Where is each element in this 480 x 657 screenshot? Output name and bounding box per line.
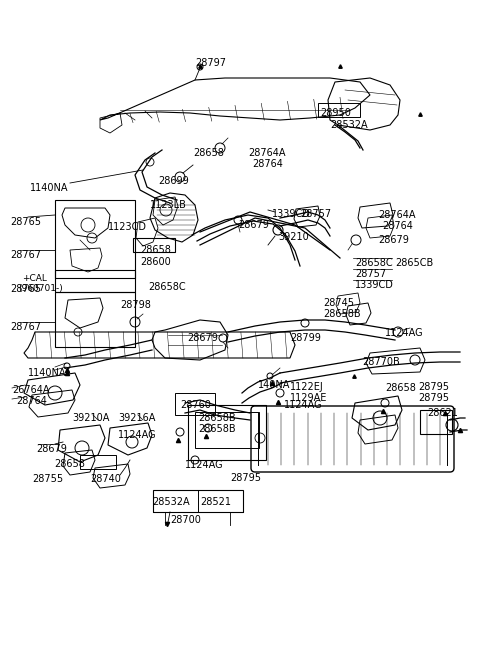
- Text: 1123CD: 1123CD: [108, 222, 147, 232]
- Text: 28767: 28767: [10, 322, 41, 332]
- Text: 28699: 28699: [158, 176, 189, 186]
- Text: 1124AG: 1124AG: [118, 430, 156, 440]
- Text: 28679: 28679: [378, 235, 409, 245]
- Text: 28795: 28795: [418, 393, 449, 403]
- Text: 28700: 28700: [170, 515, 201, 525]
- Text: 28658: 28658: [385, 383, 416, 393]
- Text: 1339CD: 1339CD: [355, 280, 394, 290]
- Text: 28658: 28658: [193, 148, 224, 158]
- Text: 1124AG: 1124AG: [385, 328, 424, 338]
- Text: 26764A: 26764A: [12, 385, 49, 395]
- Text: 28600: 28600: [140, 257, 171, 267]
- Text: 28658: 28658: [54, 459, 85, 469]
- Text: 28745: 28745: [323, 298, 354, 308]
- Text: 28798: 28798: [120, 300, 151, 310]
- Text: 28679: 28679: [187, 333, 218, 343]
- Text: 28658B: 28658B: [198, 424, 236, 434]
- Text: 28679: 28679: [238, 220, 269, 230]
- Text: 39216A: 39216A: [118, 413, 156, 423]
- Text: (960701-): (960701-): [18, 284, 63, 293]
- Text: 28950: 28950: [320, 108, 351, 118]
- Text: 28760: 28760: [180, 400, 211, 410]
- Text: 28532A: 28532A: [152, 497, 190, 507]
- Text: 28764: 28764: [16, 396, 47, 406]
- Text: 28799: 28799: [290, 333, 321, 343]
- Text: 28658B: 28658B: [323, 309, 360, 319]
- Text: 39210A: 39210A: [72, 413, 109, 423]
- Bar: [153, 490, 243, 512]
- Text: 28764: 28764: [252, 159, 283, 169]
- Text: 1124AG: 1124AG: [185, 460, 224, 470]
- Text: 1129AE: 1129AE: [290, 393, 327, 403]
- Text: 1124AG: 1124AG: [284, 400, 323, 410]
- Bar: [80, 455, 116, 469]
- Text: 28764A: 28764A: [378, 210, 416, 220]
- Text: 28658C: 28658C: [148, 282, 186, 292]
- Text: 28765: 28765: [10, 217, 41, 227]
- Text: 28767: 28767: [10, 250, 41, 260]
- Text: 28797: 28797: [195, 58, 226, 68]
- Text: 28765: 28765: [10, 284, 41, 294]
- Text: 28755: 28755: [32, 474, 63, 484]
- Bar: [55, 270, 135, 292]
- Text: 140NA: 140NA: [258, 380, 290, 390]
- Bar: [175, 393, 215, 415]
- Text: 1140NA: 1140NA: [28, 368, 67, 378]
- Text: 39210: 39210: [278, 232, 309, 242]
- Text: 28740: 28740: [90, 474, 121, 484]
- Text: 28658B: 28658B: [198, 413, 236, 423]
- Text: +CAL: +CAL: [22, 274, 47, 283]
- Text: 1140NA: 1140NA: [30, 183, 69, 193]
- Bar: [195, 412, 259, 448]
- Text: 2865CB: 2865CB: [395, 258, 433, 268]
- Text: 28658: 28658: [140, 245, 171, 255]
- Text: 28757: 28757: [355, 269, 386, 279]
- Text: 28621: 28621: [427, 408, 458, 418]
- Text: 28795: 28795: [230, 473, 261, 483]
- Bar: [133, 238, 175, 252]
- Text: 1339CD: 1339CD: [272, 209, 311, 219]
- Text: 28521: 28521: [200, 497, 231, 507]
- Text: 28795: 28795: [418, 382, 449, 392]
- Bar: [188, 405, 266, 460]
- Text: 28764: 28764: [382, 221, 413, 231]
- Text: 28770B: 28770B: [362, 357, 400, 367]
- Bar: [55, 292, 135, 347]
- Bar: [55, 200, 135, 278]
- Text: 28757: 28757: [300, 209, 331, 219]
- Bar: [420, 410, 452, 434]
- Text: 28658C: 28658C: [355, 258, 393, 268]
- Text: 28532A: 28532A: [330, 120, 368, 130]
- Bar: [318, 103, 360, 117]
- Text: 1122EJ: 1122EJ: [290, 382, 324, 392]
- Text: 1123LB: 1123LB: [150, 200, 187, 210]
- Text: 28764A: 28764A: [248, 148, 286, 158]
- Text: 28679: 28679: [36, 444, 67, 454]
